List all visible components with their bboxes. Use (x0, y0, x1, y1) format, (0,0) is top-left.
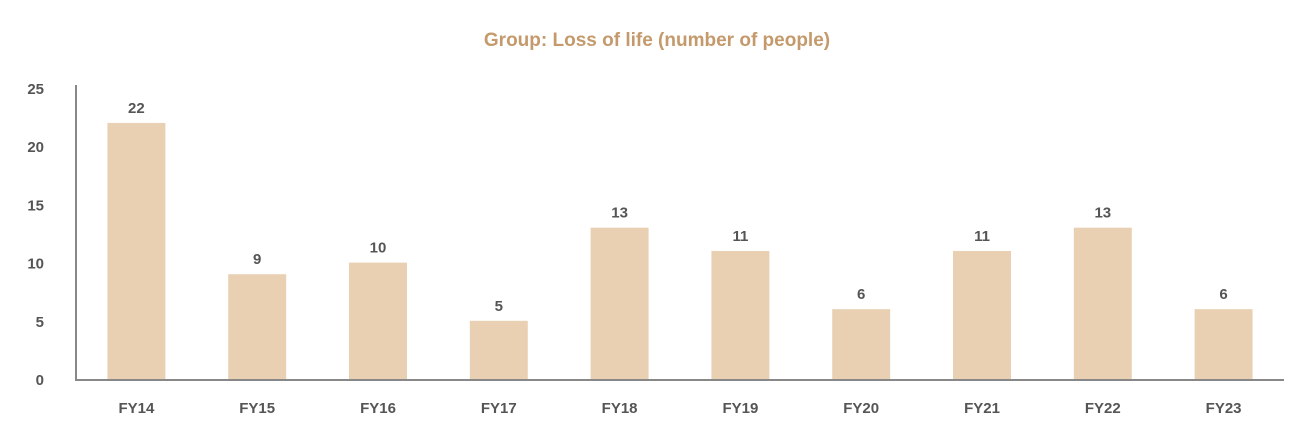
x-tick-label: FY20 (843, 400, 879, 417)
x-tick-label: FY15 (239, 400, 275, 417)
x-tick-label: FY17 (481, 400, 517, 417)
data-label: 13 (611, 205, 628, 222)
x-tick-label: FY21 (964, 400, 1000, 417)
x-tick-label: FY19 (722, 400, 758, 417)
data-label: 6 (1219, 286, 1227, 303)
bar-FY17 (469, 320, 528, 379)
data-labels: 22 9 10 5 13 11 6 11 13 6 (128, 100, 1228, 315)
data-label: 22 (128, 100, 145, 117)
data-label: 10 (370, 240, 387, 257)
bar-FY21 (953, 250, 1011, 379)
bar-FY23 (1194, 309, 1253, 379)
data-label: 9 (253, 251, 261, 268)
bar-FY14 (107, 122, 166, 380)
y-tick-label: 20 (27, 139, 44, 156)
bar-FY16 (349, 262, 407, 379)
x-axis: FY14 FY15 FY16 FY17 FY18 FY19 FY20 FY21 FY22 FY23 (118, 400, 1241, 417)
data-label: 5 (495, 298, 503, 315)
bar-FY19 (711, 250, 770, 379)
y-tick-label: 5 (36, 314, 44, 331)
data-label: 6 (857, 286, 865, 303)
x-tick-label: FY18 (602, 400, 638, 417)
bars (107, 122, 1253, 380)
x-tick-label: FY14 (118, 400, 155, 417)
y-tick-label: 0 (36, 372, 44, 389)
bar-FY22 (1073, 227, 1132, 379)
x-tick-label: FY22 (1085, 400, 1121, 417)
data-label: 11 (732, 228, 748, 245)
bar-FY18 (590, 227, 649, 379)
x-tick-label: FY23 (1206, 400, 1242, 417)
y-tick-label: 15 (27, 197, 44, 214)
x-tick-label: FY16 (360, 400, 396, 417)
data-label: 13 (1094, 205, 1111, 222)
chart-title: Group: Loss of life (number of people) (484, 30, 830, 51)
bar-FY15 (228, 274, 287, 379)
data-label: 11 (974, 228, 990, 245)
y-tick-label: 25 (27, 81, 44, 98)
y-axis: 0 5 10 15 20 25 (27, 81, 44, 389)
bar-FY20 (832, 309, 891, 379)
y-tick-label: 10 (27, 256, 44, 273)
